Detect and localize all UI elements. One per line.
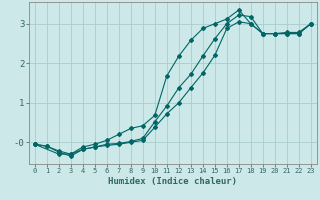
X-axis label: Humidex (Indice chaleur): Humidex (Indice chaleur)	[108, 177, 237, 186]
